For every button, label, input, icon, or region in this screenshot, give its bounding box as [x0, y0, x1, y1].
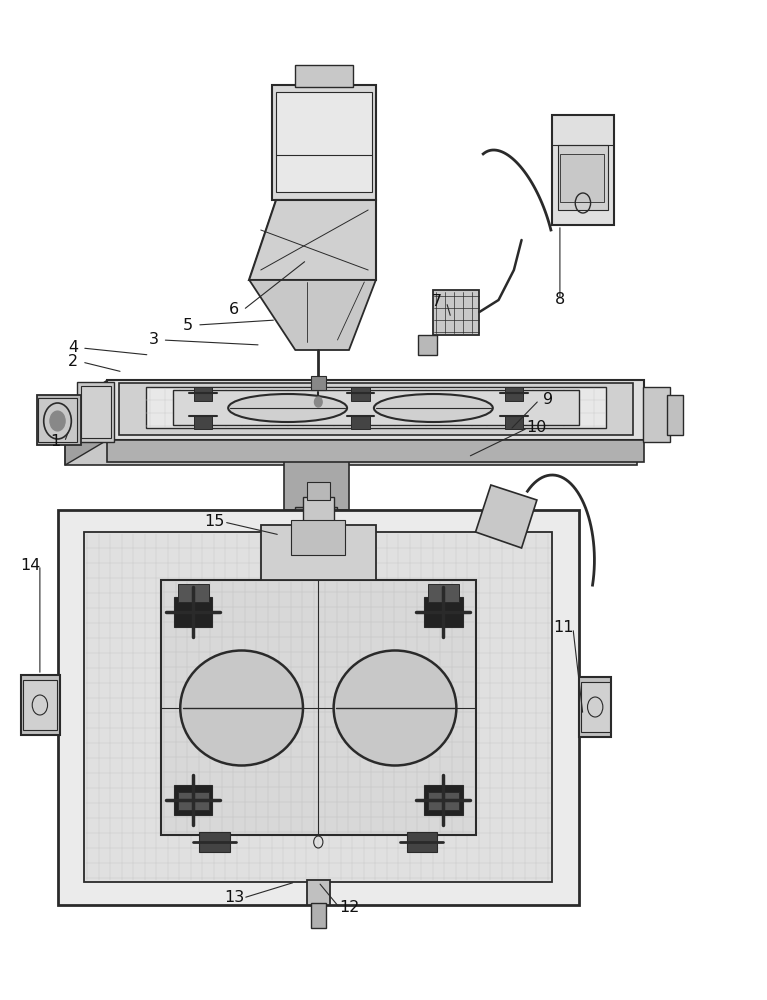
Bar [581, 682, 610, 732]
Bar [351, 387, 370, 401]
Circle shape [50, 411, 65, 431]
Bar [276, 92, 372, 192]
Bar [194, 387, 212, 401]
Circle shape [314, 397, 322, 407]
Bar [505, 387, 523, 401]
Bar [505, 415, 523, 429]
Polygon shape [249, 200, 276, 280]
Polygon shape [107, 440, 644, 462]
Bar [667, 395, 683, 435]
Text: 10: 10 [527, 420, 547, 436]
Bar [272, 85, 376, 200]
Bar [428, 584, 459, 602]
Text: 4: 4 [67, 340, 78, 356]
Bar [199, 832, 230, 852]
Bar [77, 382, 114, 442]
Text: 5: 5 [183, 318, 193, 332]
Bar [174, 597, 212, 627]
Ellipse shape [180, 650, 303, 766]
Text: 8: 8 [555, 292, 565, 308]
Polygon shape [107, 380, 644, 440]
Text: 3: 3 [148, 332, 159, 348]
Ellipse shape [374, 394, 492, 422]
Polygon shape [249, 280, 376, 350]
Bar [311, 376, 326, 390]
Polygon shape [476, 485, 537, 548]
Bar [428, 792, 459, 810]
Polygon shape [161, 580, 476, 835]
Bar [295, 507, 337, 532]
Bar [21, 675, 60, 735]
Bar [307, 880, 330, 905]
Bar [284, 460, 349, 510]
Polygon shape [249, 200, 376, 280]
Text: 6: 6 [229, 302, 239, 318]
Bar [38, 398, 77, 442]
Bar [301, 530, 331, 545]
Bar [307, 482, 330, 500]
Text: 2: 2 [67, 355, 78, 369]
Bar [291, 520, 345, 555]
Bar [81, 386, 111, 438]
Text: 15: 15 [205, 514, 225, 530]
Polygon shape [433, 290, 479, 335]
Bar [351, 415, 370, 429]
Bar [37, 395, 81, 445]
Polygon shape [65, 430, 637, 465]
Polygon shape [119, 383, 633, 435]
Bar [178, 792, 209, 810]
Text: 11: 11 [554, 620, 574, 636]
Bar [178, 584, 209, 602]
Text: 13: 13 [224, 890, 244, 906]
Text: 14: 14 [21, 558, 41, 572]
Bar [174, 785, 212, 815]
Bar [295, 65, 353, 87]
Bar [552, 115, 614, 225]
Bar [558, 145, 608, 210]
Bar [560, 154, 604, 202]
Bar [424, 785, 463, 815]
Text: 9: 9 [543, 392, 554, 408]
Polygon shape [146, 387, 606, 428]
Polygon shape [173, 390, 579, 425]
Ellipse shape [229, 394, 347, 422]
Bar [261, 525, 376, 580]
Bar [311, 903, 326, 928]
Bar [303, 497, 334, 527]
Text: 7: 7 [432, 294, 443, 310]
Bar [579, 677, 611, 737]
Text: 12: 12 [339, 900, 359, 916]
Bar [424, 597, 463, 627]
Bar [23, 680, 57, 730]
Bar [643, 387, 670, 442]
Text: 1: 1 [50, 434, 61, 450]
Bar [194, 415, 212, 429]
Bar [407, 832, 437, 852]
Ellipse shape [334, 650, 456, 766]
Bar [58, 510, 579, 905]
Polygon shape [418, 335, 437, 355]
Bar [84, 532, 552, 882]
Polygon shape [65, 380, 107, 465]
